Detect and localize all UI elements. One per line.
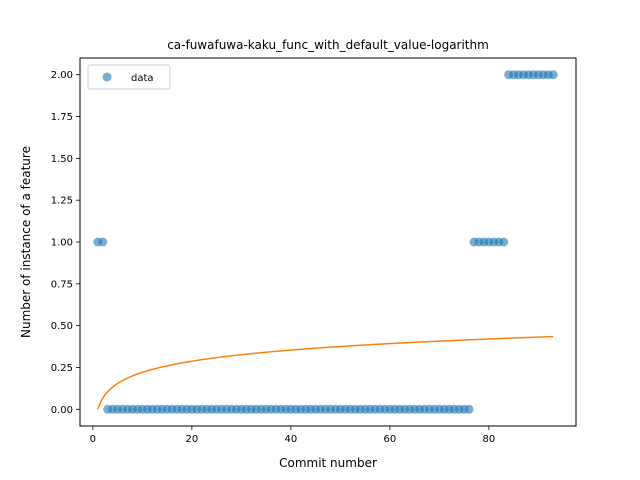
y-axis: 0.00 0.25 0.50 0.75 1.00 1.25 1.50 1.75 2.00 — [51, 70, 80, 416]
x-axis: 0 20 40 60 80 — [90, 426, 496, 445]
legend-label-data: data — [131, 73, 154, 84]
chart-title: ca-fuwafuwa-kaku_func_with_default_value… — [167, 38, 489, 52]
x-tick-label: 20 — [186, 434, 199, 445]
y-tick-label: 1.50 — [51, 154, 73, 165]
x-axis-title: Commit number — [279, 456, 377, 470]
legend-box — [87, 64, 171, 90]
data-point — [98, 237, 108, 247]
y-tick-label: 0.00 — [51, 405, 73, 416]
y-tick-label: 1.00 — [51, 238, 73, 249]
y-tick-label: 1.75 — [51, 112, 73, 123]
fit-curve-layer — [97, 335, 554, 410]
y-tick-label: 2.00 — [51, 70, 73, 81]
legend-marker-data — [102, 72, 112, 82]
data-point — [499, 237, 509, 247]
x-tick-label: 80 — [483, 434, 496, 445]
data-point — [464, 404, 474, 414]
legend: data — [87, 64, 171, 90]
x-tick-label: 0 — [90, 434, 96, 445]
x-tick-label: 60 — [384, 434, 397, 445]
x-tick-label: 40 — [285, 434, 298, 445]
y-tick-label: 0.25 — [51, 363, 73, 374]
y-tick-label: 0.75 — [51, 279, 73, 290]
data-point — [548, 70, 558, 80]
y-tick-label: 0.50 — [51, 321, 73, 332]
data-points-layer — [93, 70, 558, 414]
y-tick-label: 1.25 — [51, 196, 73, 207]
y-axis-title: Number of instance of a feature — [19, 146, 33, 338]
fit-line — [97, 335, 554, 410]
